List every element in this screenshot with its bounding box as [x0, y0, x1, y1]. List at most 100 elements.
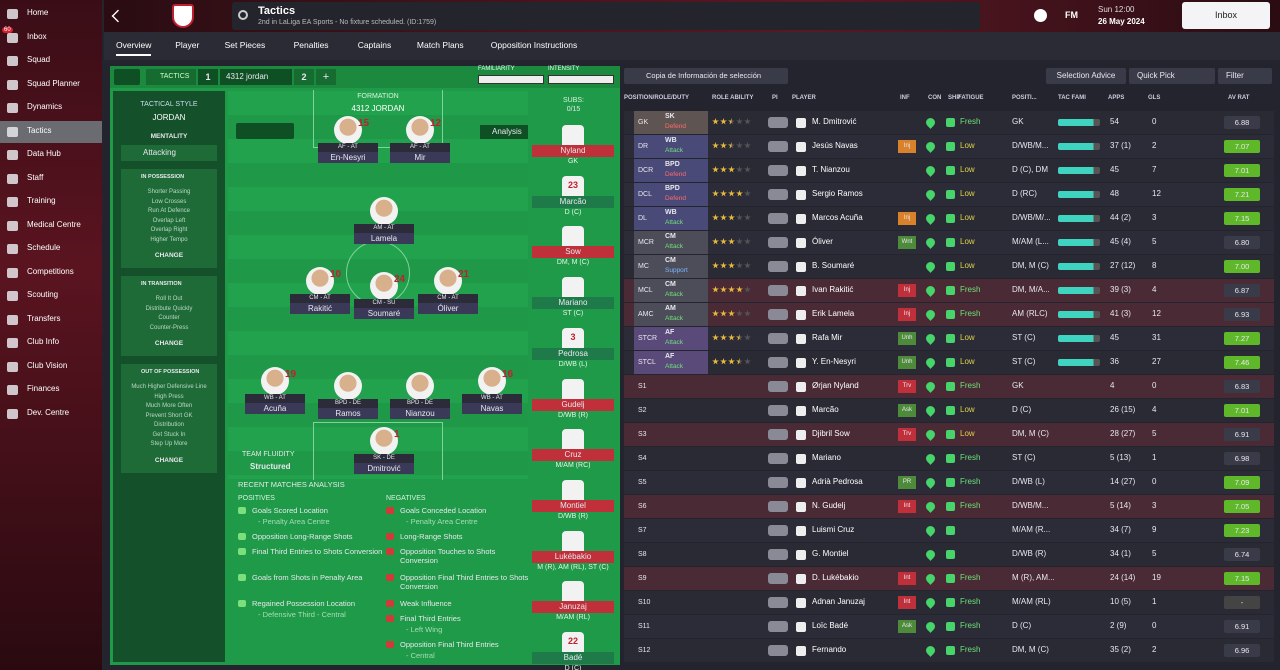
- column-header[interactable]: POSITI...: [1012, 95, 1037, 101]
- column-header[interactable]: POSITION/ROLE/DUTY: [624, 95, 690, 101]
- player-card[interactable]: 19 WB - AT Acuña: [241, 367, 309, 415]
- player-card[interactable]: 15 AF - AT En-Nesyri: [314, 116, 382, 164]
- nav-item[interactable]: Tactics: [0, 120, 102, 143]
- column-header[interactable]: FATIGUE: [958, 95, 984, 101]
- player-card[interactable]: 21 CM - AT Óliver: [414, 267, 482, 315]
- column-header[interactable]: ROLE ABILITY: [712, 95, 754, 101]
- player-card[interactable]: BPD - DE Nianzou: [386, 372, 454, 420]
- table-row[interactable]: GK SK Defend M. Dmitrović Fresh GK 54 0 6.88: [624, 111, 1274, 134]
- nav-item[interactable]: Finances: [0, 379, 102, 401]
- player-card[interactable]: 16 WB - AT Navas: [458, 367, 526, 415]
- nav-item[interactable]: Scouting: [0, 285, 102, 307]
- table-row[interactable]: S1 Ørjan Nyland Trv Fresh GK 4 0 6.83: [624, 375, 1274, 398]
- table-row[interactable]: S7 Luismi Cruz M/AM (R... 34 (7) 9 7.23: [624, 519, 1274, 542]
- advice-button[interactable]: Selection Advice: [1046, 68, 1126, 84]
- player-card[interactable]: 10 CM - AT Rakitić: [286, 267, 354, 315]
- sub-card[interactable]: Cruz M/AM (RC): [532, 429, 614, 477]
- column-header[interactable]: SHP: [948, 95, 961, 101]
- column-header[interactable]: CON: [928, 95, 942, 101]
- table-row[interactable]: MCL CM Attack Ivan Rakitić Inj Fresh DM, M/A..…: [624, 279, 1274, 302]
- sub-card[interactable]: Gudelj D/WB (R): [532, 378, 614, 427]
- column-header[interactable]: APPS: [1108, 95, 1125, 101]
- column-header[interactable]: INF: [900, 95, 910, 101]
- table-row[interactable]: DCR BPD Defend T. Nianzou Low D (C), DM 45 7 7.0…: [624, 159, 1274, 182]
- nav-item[interactable]: Training: [0, 191, 102, 213]
- change-button[interactable]: CHANGE: [154, 456, 184, 464]
- quick-pick-button[interactable]: Quick Pick: [1129, 68, 1215, 84]
- sub-card[interactable]: Januzaj M/AM (RL): [532, 581, 614, 629]
- table-row[interactable]: AMC AM Attack Erik Lamela Inj Fresh AM (RLC) 41…: [624, 303, 1274, 326]
- change-button[interactable]: CHANGE: [154, 252, 184, 259]
- player-card[interactable]: BPD - DE Ramos: [314, 372, 382, 420]
- table-row[interactable]: S12 Fernando Fresh DM, M (C) 35 (2) 2 6.96: [624, 639, 1274, 662]
- filter-button[interactable]: Filter: [1218, 68, 1272, 84]
- nav-item[interactable]: Squad: [0, 50, 102, 72]
- player-card[interactable]: 24 CM - SU Soumaré: [350, 272, 418, 320]
- table-row[interactable]: S2 Marcão Ask Low D (C) 26 (15) 4 7.01: [624, 399, 1274, 422]
- tab[interactable]: Overview: [116, 40, 152, 56]
- nav-item[interactable]: Transfers: [0, 309, 102, 331]
- sub-card[interactable]: Mariano ST (C): [532, 277, 614, 325]
- tab[interactable]: Opposition Instructions: [490, 40, 578, 50]
- table-row[interactable]: S3 Djibril Sow Trv Low DM, M (C) 28 (27) 5 6.91: [624, 423, 1274, 446]
- tab[interactable]: Match Plans: [416, 40, 464, 50]
- table-row[interactable]: S5 Adrià Pedrosa PR Fresh D/WB (L) 14 (27) 0 7.…: [624, 471, 1274, 494]
- sub-card[interactable]: Lukébakio M (R), AM (RL), ST (C): [532, 530, 614, 579]
- sub-card[interactable]: Nyland GK: [532, 125, 614, 173]
- table-row[interactable]: MC CM Support B. Soumaré Low DM, M (C) 27 (12)…: [624, 255, 1274, 278]
- tactic-slot[interactable]: 1: [198, 69, 218, 85]
- table-row[interactable]: STCR AF Attack Rafa Mir Unh Low ST (C) 45 31 7.27: [624, 327, 1274, 350]
- tab[interactable]: Captains: [357, 40, 392, 50]
- nav-item[interactable]: Club Vision: [0, 356, 102, 378]
- change-button[interactable]: CHANGE: [154, 340, 184, 347]
- table-row[interactable]: DL WB Attack Marcos Acuña Inj Low D/WB/M/... 44…: [624, 207, 1274, 230]
- player-card[interactable]: 12 AF - AT Mir: [386, 116, 454, 164]
- column-header[interactable]: PI: [772, 95, 778, 101]
- table-row[interactable]: DR WB Attack Jesús Navas Inj Low D/WB/M... 37 (…: [624, 135, 1274, 158]
- table-row[interactable]: S10 Adnan Januzaj Int Fresh M/AM (RL) 10 (5) 1…: [624, 591, 1274, 614]
- back-button[interactable]: [111, 9, 125, 23]
- column-header[interactable]: AV RAT: [1228, 95, 1250, 101]
- column-header[interactable]: TAC FAMI: [1058, 95, 1086, 101]
- sub-card[interactable]: 22 Badé D (C): [532, 632, 614, 670]
- column-header[interactable]: GLS: [1148, 95, 1161, 101]
- nav-item[interactable]: Club Info: [0, 332, 102, 354]
- nav-item[interactable]: Dev. Centre: [0, 403, 102, 425]
- player-card[interactable]: AM - AT Lamela: [350, 197, 418, 245]
- nav-item[interactable]: Staff: [0, 168, 102, 190]
- view-toggle[interactable]: [236, 123, 294, 139]
- tab[interactable]: Player: [175, 40, 200, 50]
- inbox-button[interactable]: Inbox: [1182, 2, 1270, 29]
- column-header[interactable]: PLAYER: [792, 95, 816, 101]
- nav-item[interactable]: Inbox: [0, 27, 102, 49]
- nav-item[interactable]: Dynamics: [0, 97, 102, 119]
- add-tactic[interactable]: +: [316, 69, 336, 85]
- tactic-slot[interactable]: 2: [294, 69, 314, 85]
- nav-item[interactable]: Squad Planner: [0, 74, 102, 96]
- table-row[interactable]: S6 N. Gudelj Int Fresh D/WB/M... 5 (14) 3 7.05: [624, 495, 1274, 518]
- table-row[interactable]: S4 Mariano Fresh ST (C) 5 (13) 1 6.98: [624, 447, 1274, 470]
- nav-item[interactable]: Home: [0, 3, 102, 25]
- mentality-select[interactable]: Attacking: [121, 145, 217, 161]
- table-row[interactable]: S11 Loïc Badé Ask Fresh D (C) 2 (9) 0 6.91: [624, 615, 1274, 638]
- table-row[interactable]: MCR CM Attack Óliver Wnt Low M/AM (L... 45 (4) 5…: [624, 231, 1274, 254]
- table-row[interactable]: STCL AF Attack Y. En-Nesyri Unh Low ST (C) 36 27…: [624, 351, 1274, 374]
- table-row[interactable]: S8 G. Montiel D/WB (R) 34 (1) 5 6.74: [624, 543, 1274, 566]
- table-row[interactable]: S9 D. Lukébakio Int Fresh M (R), AM... 24 (14…: [624, 567, 1274, 590]
- player-card[interactable]: 1 SK - DE Dmitrović: [350, 427, 418, 475]
- copy-button[interactable]: Copia de Información de selección: [624, 68, 788, 84]
- tab[interactable]: Set Pieces: [224, 40, 266, 50]
- sub-card[interactable]: 3 Pedrosa D/WB (L): [532, 327, 614, 376]
- sub-card[interactable]: 23 Marcão D (C): [532, 175, 614, 224]
- nav-item[interactable]: Data Hub: [0, 144, 102, 166]
- nav-item[interactable]: Medical Centre: [0, 215, 102, 237]
- table-row[interactable]: DCL BPD Defend Sergio Ramos Low D (RC) 48 12 7.2…: [624, 183, 1274, 206]
- analysis-button[interactable]: Analysis: [480, 125, 528, 139]
- sub-card[interactable]: Sow DM, M (C): [532, 226, 614, 274]
- sub-card[interactable]: Montiel D/WB (R): [532, 479, 614, 528]
- collapse-button[interactable]: [114, 69, 140, 85]
- nav-item[interactable]: Schedule: [0, 238, 102, 260]
- tab[interactable]: Penalties: [293, 40, 329, 50]
- nav-item[interactable]: Competitions: [0, 262, 102, 284]
- tactic-name[interactable]: 4312 jordan: [220, 69, 292, 85]
